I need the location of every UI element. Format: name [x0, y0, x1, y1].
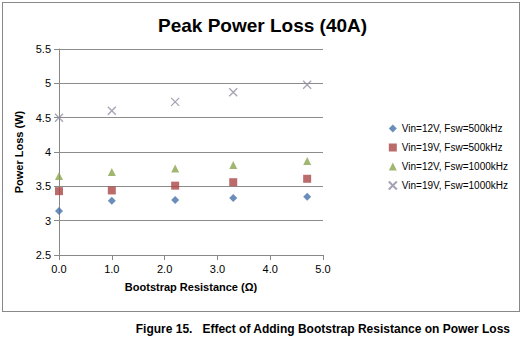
svg-text:1.0: 1.0	[104, 263, 119, 275]
svg-text:2.5: 2.5	[36, 249, 51, 261]
svg-text:4.0: 4.0	[263, 263, 278, 275]
svg-text:Vin=12V, Fsw=500kHz: Vin=12V, Fsw=500kHz	[402, 123, 503, 134]
svg-text:5.5: 5.5	[36, 43, 51, 55]
svg-text:2.0: 2.0	[157, 263, 172, 275]
svg-text:Bootstrap Resistance (Ω): Bootstrap Resistance (Ω)	[125, 281, 258, 293]
html-text:Figure 15. Effect of Adding Bo: Figure 15. Effect of Adding Bootstrap Re…	[135, 322, 510, 336]
svg-text:3.5: 3.5	[36, 180, 51, 192]
svg-text:5: 5	[45, 77, 51, 89]
svg-text:Power Loss (W): Power Loss (W)	[13, 110, 25, 193]
svg-text:Vin=19V, Fsw=500kHz: Vin=19V, Fsw=500kHz	[402, 142, 503, 153]
svg-text:3.0: 3.0	[210, 263, 225, 275]
svg-text:Peak Power Loss (40A): Peak Power Loss (40A)	[158, 15, 367, 36]
svg-text:3: 3	[45, 215, 51, 227]
svg-text:Vin=12V, Fsw=1000kHz: Vin=12V, Fsw=1000kHz	[402, 161, 508, 172]
svg-text:Vin=19V, Fsw=1000kHz: Vin=19V, Fsw=1000kHz	[402, 180, 508, 191]
svg-text:5.0: 5.0	[315, 263, 330, 275]
svg-text:4: 4	[45, 146, 51, 158]
svg-text:4.5: 4.5	[36, 112, 51, 124]
svg-text:0.0: 0.0	[51, 263, 66, 275]
